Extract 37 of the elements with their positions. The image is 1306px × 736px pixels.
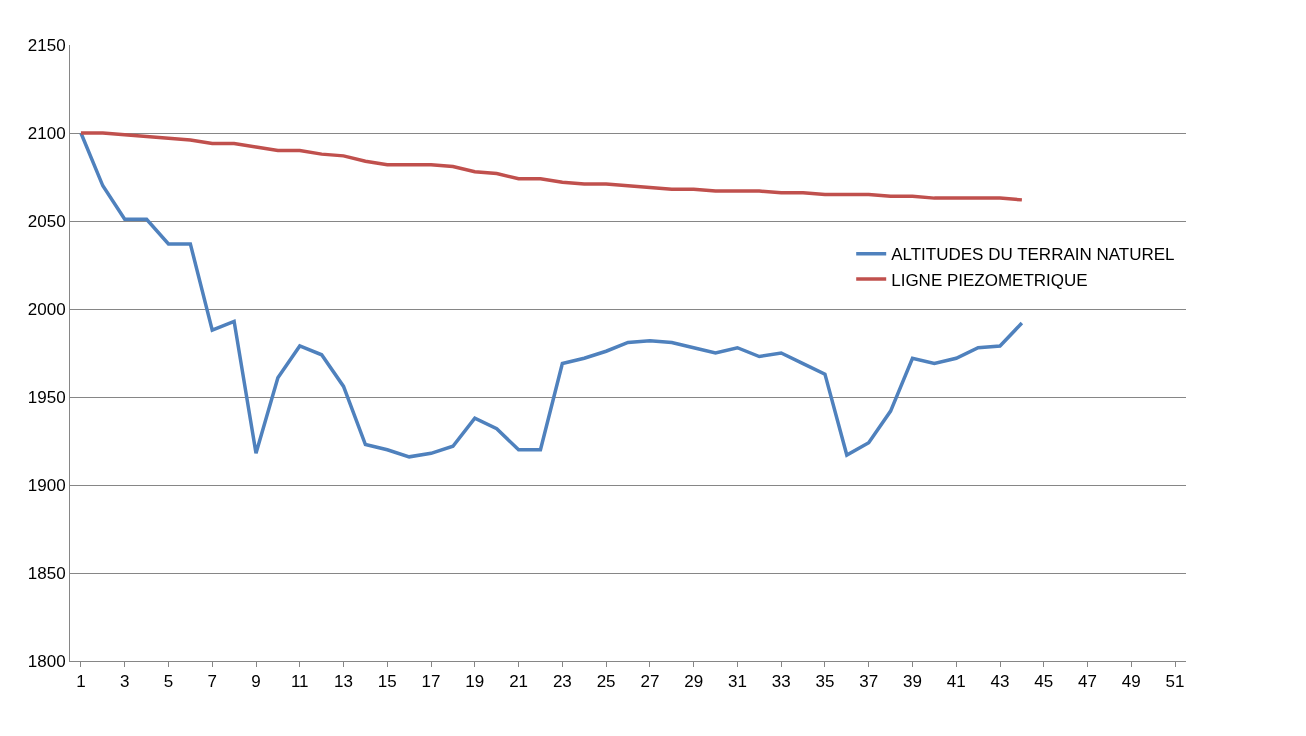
x-tick-label: 43 — [990, 672, 1010, 692]
x-tick-label: 33 — [771, 672, 791, 692]
y-tick-label: 2050 — [27, 211, 66, 231]
x-tick-label: 13 — [334, 672, 353, 692]
y-tick-label: 1950 — [27, 387, 66, 407]
x-tick-label: 9 — [251, 672, 261, 692]
y-tick-label: 1900 — [27, 475, 66, 495]
y-tick-label: 2150 — [27, 35, 66, 55]
x-tick-label: 35 — [815, 672, 835, 692]
y-tick-label: 1800 — [27, 651, 66, 671]
x-tick-label: 15 — [377, 672, 397, 692]
x-tick-label: 47 — [1078, 672, 1097, 692]
y-tick-label: 2100 — [27, 123, 66, 143]
x-tick-label: 3 — [119, 672, 130, 692]
x-tick-label: 51 — [1165, 672, 1185, 692]
x-tick-label: 25 — [596, 672, 616, 692]
x-tick-label: 41 — [946, 672, 966, 692]
line-series — [79, 131, 1024, 202]
x-tick-label: 7 — [207, 672, 217, 692]
x-tick-label: 17 — [421, 672, 441, 692]
x-tick-label: 45 — [1034, 672, 1054, 692]
x-tick-label: 5 — [163, 672, 174, 692]
x-tick-label: 11 — [290, 672, 309, 692]
x-tick-label: 31 — [727, 672, 747, 692]
x-tick-label: 19 — [465, 672, 485, 692]
legend-label: ALTITUDES DU TERRAIN NATUREL — [891, 245, 1175, 265]
x-tick-label: 29 — [684, 672, 704, 692]
legend-label: LIGNE PIEZOMETRIQUE — [891, 270, 1088, 290]
x-tick-label: 1 — [76, 672, 86, 692]
x-tick-label: 23 — [552, 672, 572, 692]
y-tick-label: 2000 — [27, 299, 66, 319]
x-tick-label: 27 — [640, 672, 660, 692]
x-tick-label: 39 — [903, 672, 922, 692]
y-tick-label: 1850 — [27, 563, 66, 583]
x-tick-label: 21 — [509, 672, 529, 692]
x-tick-label: 49 — [1121, 672, 1141, 692]
x-tick-label: 37 — [859, 672, 879, 692]
